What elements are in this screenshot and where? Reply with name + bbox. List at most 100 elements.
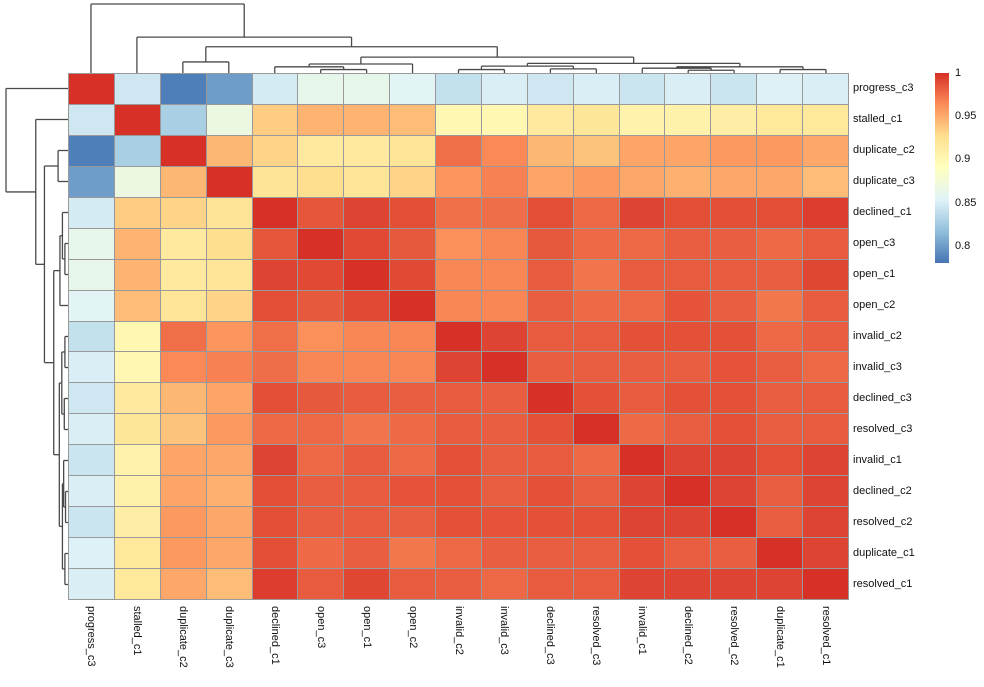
heatmap-cell — [711, 290, 758, 322]
heatmap-cell — [711, 507, 758, 539]
heatmap-cell — [757, 104, 804, 136]
heatmap-cell — [160, 290, 207, 322]
heatmap-cell — [711, 166, 758, 198]
column-label: stalled_c1 — [130, 606, 143, 656]
heatmap-cell — [160, 166, 207, 198]
heatmap-cell — [390, 538, 437, 570]
heatmap-cell — [206, 74, 253, 105]
row-label: open_c3 — [853, 237, 896, 249]
heatmap-cell — [160, 259, 207, 291]
heatmap-cell — [298, 74, 345, 105]
row-label: open_c2 — [853, 299, 896, 311]
row-label: duplicate_c2 — [853, 144, 915, 156]
heatmap-cell — [757, 135, 804, 167]
heatmap-cell — [206, 321, 253, 353]
column-label: declined_c3 — [544, 606, 557, 665]
heatmap-cell — [527, 445, 574, 477]
heatmap-cell — [206, 383, 253, 415]
heatmap-cell — [619, 569, 666, 600]
heatmap-cell — [69, 352, 115, 384]
heatmap-cell — [298, 476, 345, 508]
heatmap-cell — [757, 290, 804, 322]
row-label: open_c1 — [853, 268, 896, 280]
column-label: duplicate_c2 — [176, 606, 189, 668]
heatmap-cell — [665, 135, 712, 167]
heatmap-cell — [527, 321, 574, 353]
heatmap-cell — [390, 507, 437, 539]
row-label: duplicate_c3 — [853, 175, 915, 187]
heatmap-cell — [619, 352, 666, 384]
heatmap-cell — [711, 569, 758, 600]
heatmap-cell — [436, 74, 482, 105]
heatmap-cell — [619, 228, 666, 260]
heatmap-cell — [252, 135, 299, 167]
heatmap-cell — [527, 538, 574, 570]
heatmap-cell — [573, 569, 620, 600]
column-label: invalid_c3 — [498, 606, 511, 655]
heatmap-cell — [206, 228, 253, 260]
heatmap-cell — [252, 104, 299, 136]
heatmap-cell — [160, 197, 207, 229]
heatmap-cell — [711, 445, 758, 477]
heatmap-cell — [803, 569, 849, 600]
heatmap-cell — [344, 383, 391, 415]
heatmap-cell — [711, 414, 758, 446]
heatmap-cell — [69, 414, 115, 446]
heatmap-cell — [252, 197, 299, 229]
heatmap-cell — [619, 321, 666, 353]
heatmap-cell — [573, 352, 620, 384]
heatmap-cell — [436, 197, 482, 229]
heatmap-cell — [69, 104, 115, 136]
heatmap-cell — [481, 383, 528, 415]
heatmap-cell — [344, 259, 391, 291]
heatmap-cell — [69, 383, 115, 415]
heatmap-cell — [757, 445, 804, 477]
heatmap-cell — [527, 383, 574, 415]
heatmap-cell — [114, 290, 161, 322]
heatmap-cell — [757, 569, 804, 600]
heatmap-cell — [711, 104, 758, 136]
heatmap-cell — [344, 321, 391, 353]
heatmap-cell — [298, 445, 345, 477]
heatmap-cell — [206, 445, 253, 477]
heatmap-cell — [298, 538, 345, 570]
heatmap-cell — [711, 321, 758, 353]
heatmap-cell — [619, 104, 666, 136]
heatmap-cell — [436, 290, 482, 322]
heatmap-cell — [619, 383, 666, 415]
heatmap-cell — [481, 569, 528, 600]
heatmap-cell — [573, 166, 620, 198]
column-label: invalid_c2 — [452, 606, 465, 655]
heatmap-cell — [114, 538, 161, 570]
heatmap-cell — [711, 383, 758, 415]
heatmap-cell — [527, 197, 574, 229]
legend-tick-label: 0.8 — [955, 239, 971, 252]
heatmap-cell — [69, 135, 115, 167]
heatmap-cell — [114, 352, 161, 384]
row-label: declined_c1 — [853, 206, 912, 218]
heatmap-cell — [665, 74, 712, 105]
heatmap-cell — [803, 445, 849, 477]
heatmap-cell — [160, 135, 207, 167]
heatmap-cell — [344, 507, 391, 539]
heatmap-cell — [69, 507, 115, 539]
heatmap-cell — [344, 74, 391, 105]
heatmap-cell — [527, 414, 574, 446]
heatmap-cell — [481, 476, 528, 508]
column-label: duplicate_c3 — [222, 606, 235, 668]
heatmap-cell — [390, 352, 437, 384]
heatmap-cell — [481, 259, 528, 291]
heatmap-cell — [436, 507, 482, 539]
heatmap-cell — [298, 135, 345, 167]
legend-tick-label: 0.85 — [955, 196, 977, 209]
heatmap-cell — [527, 290, 574, 322]
heatmap-cell — [573, 197, 620, 229]
row-label: resolved_c2 — [853, 516, 913, 528]
heatmap-cell — [206, 259, 253, 291]
row-label: resolved_c1 — [853, 578, 913, 590]
heatmap-cell — [803, 321, 849, 353]
heatmap-cell — [390, 383, 437, 415]
column-label: resolved_c2 — [728, 606, 741, 666]
heatmap-cell — [527, 476, 574, 508]
